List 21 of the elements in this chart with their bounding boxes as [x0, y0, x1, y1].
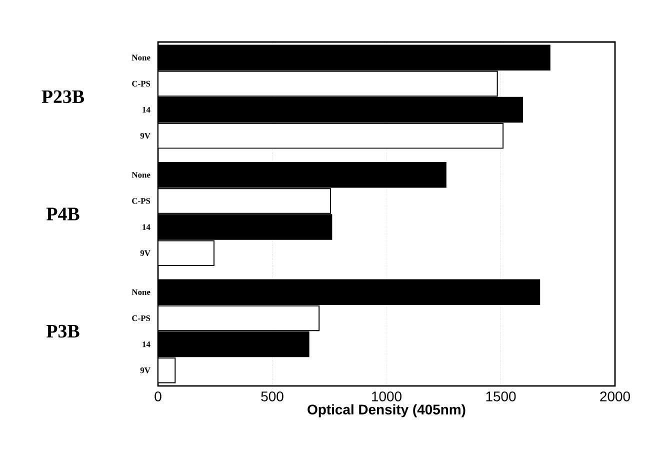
- y-tick-label: None: [132, 289, 150, 295]
- x-axis-title: Optical Density (405nm): [308, 404, 466, 418]
- y-tick-label: C-PS: [132, 315, 150, 322]
- text: P4B: [46, 208, 80, 220]
- y-tick-label: 9V: [140, 367, 150, 374]
- x-tick-label: 0: [154, 391, 162, 402]
- x-tick-label: 2000: [600, 391, 630, 402]
- y-tick-label: C-PS: [132, 198, 150, 204]
- y-tick-label: 14: [142, 341, 150, 348]
- x-tick-label: 1000: [372, 391, 402, 402]
- text: P3B: [46, 324, 80, 338]
- y-tick-label: 9V: [140, 250, 150, 256]
- y-tick-label: 14: [142, 224, 150, 230]
- x-tick-label: 500: [261, 391, 284, 402]
- y-tick-label: 14: [142, 106, 150, 113]
- y-tick-label: 9V: [140, 132, 150, 139]
- text: P23B: [42, 90, 84, 104]
- x-tick-label: 1500: [486, 391, 516, 402]
- y-tick-label: None: [132, 54, 150, 60]
- y-tick-label: None: [132, 172, 150, 178]
- y-tick-label: C-PS: [132, 80, 150, 87]
